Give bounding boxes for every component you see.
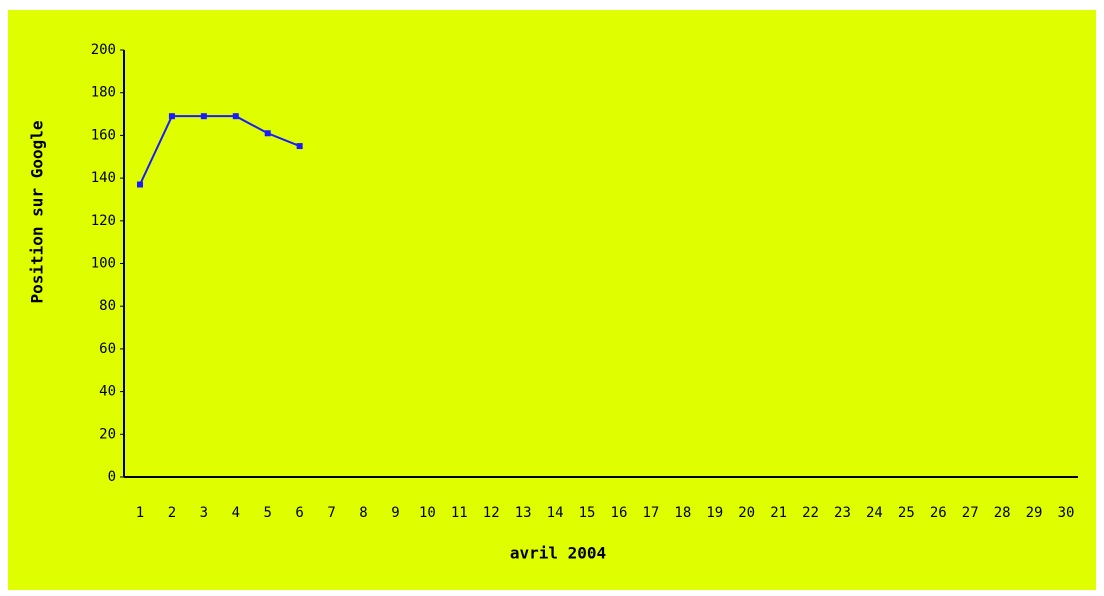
x-tick-label: 17 [642,505,659,521]
x-tick-label: 28 [994,505,1011,521]
y-tick-label: 80 [99,298,116,314]
x-tick-label: 25 [898,505,915,521]
data-point [168,113,175,120]
x-tick-label: 13 [515,505,532,521]
y-tick-label: 160 [91,127,116,143]
data-point [296,143,303,150]
data-point [200,113,207,120]
x-tick-label: 1 [136,505,144,521]
x-tick-label: 12 [483,505,500,521]
y-tick-label: 40 [99,384,116,400]
chart-background [8,10,1096,590]
x-tick-label: 15 [579,505,596,521]
y-tick-label: 100 [91,256,116,272]
y-tick-label: 200 [91,42,116,58]
x-tick-label: 18 [674,505,691,521]
x-tick-label: 6 [295,505,303,521]
x-tick-label: 19 [706,505,723,521]
x-tick-label: 11 [451,505,468,521]
y-tick-label: 20 [99,426,116,442]
x-tick-label: 21 [770,505,787,521]
y-axis-label: Position sur Google [28,120,47,303]
x-tick-label: 20 [738,505,755,521]
x-tick-label: 4 [232,505,240,521]
x-tick-label: 23 [834,505,851,521]
x-tick-label: 27 [962,505,979,521]
x-tick-label: 3 [200,505,208,521]
data-point [232,113,239,120]
data-line [139,115,301,185]
x-tick-label: 9 [391,505,399,521]
x-tick-label: 2 [168,505,176,521]
x-tick-label: 8 [359,505,367,521]
x-tick-label: 5 [264,505,272,521]
x-tick-label: 24 [866,505,883,521]
y-tick-label: 0 [108,469,116,485]
x-tick-label: 30 [1058,505,1075,521]
x-tick-label: 16 [611,505,628,521]
y-tick-label: 60 [99,341,116,357]
y-tick-label: 120 [91,213,116,229]
x-tick-label: 7 [327,505,335,521]
y-tick-label: 140 [91,170,116,186]
data-point [137,181,143,188]
x-axis-label: avril 2004 [510,544,606,563]
data-point [264,130,271,137]
x-tick-label: 22 [802,505,819,521]
y-tick-label: 180 [91,85,116,101]
x-tick-label: 26 [930,505,947,521]
x-tick-label: 10 [419,505,436,521]
x-tick-label: 14 [547,505,564,521]
x-tick-label: 29 [1026,505,1043,521]
